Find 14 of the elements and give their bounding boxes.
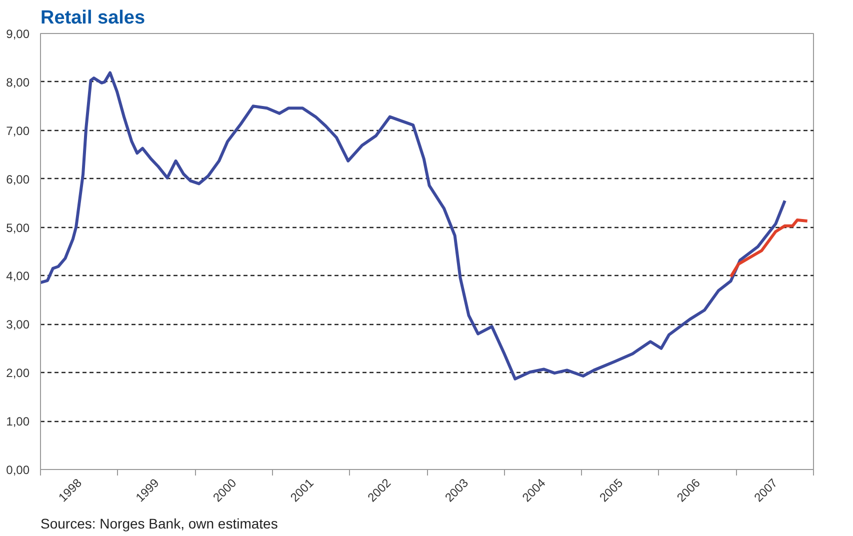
y-tick-label: 5,00 <box>6 220 30 235</box>
source-note: Sources: Norges Bank, own estimates <box>40 516 278 532</box>
line-series <box>40 71 786 380</box>
chart-title: Retail sales <box>40 8 146 28</box>
y-tick-label: 8,00 <box>6 75 30 90</box>
y-tick-label: 0,00 <box>6 463 30 477</box>
line-series <box>729 218 809 278</box>
y-tick-label: 3,00 <box>6 318 30 332</box>
y-tick-label: 1,00 <box>6 414 30 429</box>
y-tick-label: 4,00 <box>6 269 30 284</box>
y-tick-label: 7,00 <box>6 124 30 138</box>
y-tick-label: 9,00 <box>6 27 30 41</box>
y-tick-label: 6,00 <box>6 172 30 186</box>
y-tick-label: 2,00 <box>6 366 30 380</box>
